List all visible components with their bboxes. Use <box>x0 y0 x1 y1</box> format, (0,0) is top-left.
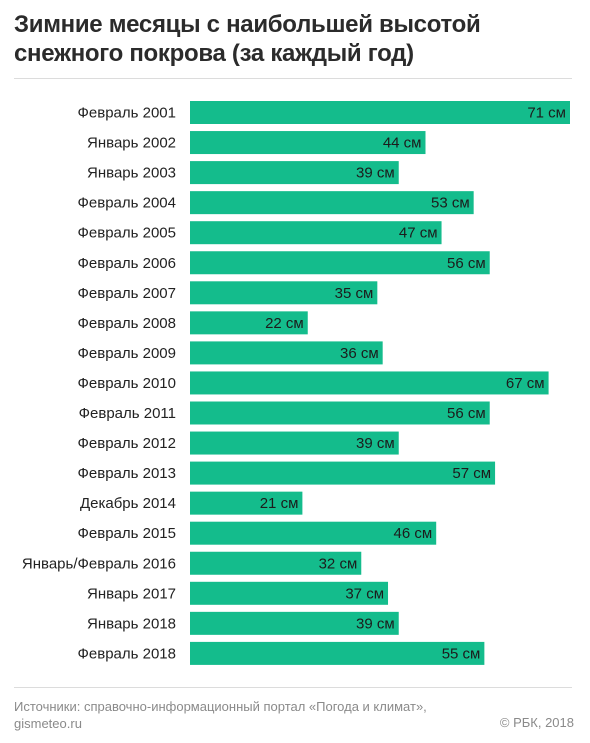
value-label: 22 см <box>265 315 304 332</box>
footer-divider <box>14 687 572 688</box>
bar-3 <box>190 161 399 185</box>
value-label: 67 см <box>506 375 545 392</box>
category-label: Февраль 2011 <box>79 405 176 422</box>
bar-16 <box>190 551 362 575</box>
value-label: 53 см <box>431 195 470 212</box>
value-label: 71 см <box>527 105 566 122</box>
category-label: Февраль 2005 <box>77 225 176 242</box>
bar-10 <box>190 371 549 395</box>
bar-17 <box>190 581 389 605</box>
bar-15 <box>190 521 437 545</box>
bar-12 <box>190 431 399 455</box>
category-label: Декабрь 2014 <box>80 495 176 512</box>
value-label: 32 см <box>319 555 358 572</box>
category-label: Февраль 2018 <box>77 645 176 662</box>
bar-18 <box>190 611 399 635</box>
value-label: 39 см <box>356 615 395 632</box>
category-label: Февраль 2013 <box>77 465 176 482</box>
bar-11 <box>190 401 490 425</box>
value-label: 44 см <box>383 135 422 152</box>
category-label: Февраль 2008 <box>77 315 176 332</box>
category-label: Февраль 2007 <box>77 285 176 302</box>
source-note: Источники: справочно-информационный порт… <box>14 699 427 731</box>
category-label: Февраль 2001 <box>77 105 176 122</box>
bar-14 <box>190 491 303 515</box>
value-label: 56 см <box>447 255 486 272</box>
bar-4 <box>190 191 474 215</box>
category-label: Февраль 2004 <box>77 195 176 212</box>
chart-title: Зимние месяцы с наибольшей высотой снежн… <box>14 11 481 67</box>
category-label: Январь 2017 <box>87 585 176 602</box>
bar-1 <box>190 101 570 124</box>
value-label: 46 см <box>394 525 433 542</box>
bar-7 <box>190 281 378 305</box>
value-label: 35 см <box>335 285 374 302</box>
value-label: 47 см <box>399 225 438 242</box>
value-label: 56 см <box>447 405 486 422</box>
value-label: 37 см <box>345 585 384 602</box>
category-label: Февраль 2012 <box>77 435 176 452</box>
bar-13 <box>190 461 496 485</box>
bar-5 <box>190 221 442 245</box>
value-label: 57 см <box>452 465 491 482</box>
category-label: Январь/Февраль 2016 <box>22 555 176 572</box>
bar-19 <box>190 641 485 665</box>
value-label: 21 см <box>260 495 299 512</box>
copyright: © РБК, 2018 <box>499 715 574 730</box>
title-divider <box>14 78 572 79</box>
bar-6 <box>190 251 490 275</box>
value-label: 39 см <box>356 435 395 452</box>
category-label: Январь 2003 <box>87 165 176 182</box>
category-label: Январь 2002 <box>87 135 176 152</box>
category-label: Февраль 2009 <box>77 345 176 362</box>
value-label: 39 см <box>356 165 395 182</box>
bar-8 <box>190 311 308 335</box>
value-label: 36 см <box>340 345 379 362</box>
category-label: Февраль 2010 <box>77 375 176 392</box>
category-label: Январь 2018 <box>87 615 176 632</box>
category-label: Февраль 2015 <box>77 525 176 542</box>
value-label: 55 см <box>442 645 481 662</box>
bar-2 <box>190 131 426 155</box>
category-label: Февраль 2006 <box>77 255 176 272</box>
bar-9 <box>190 341 383 365</box>
